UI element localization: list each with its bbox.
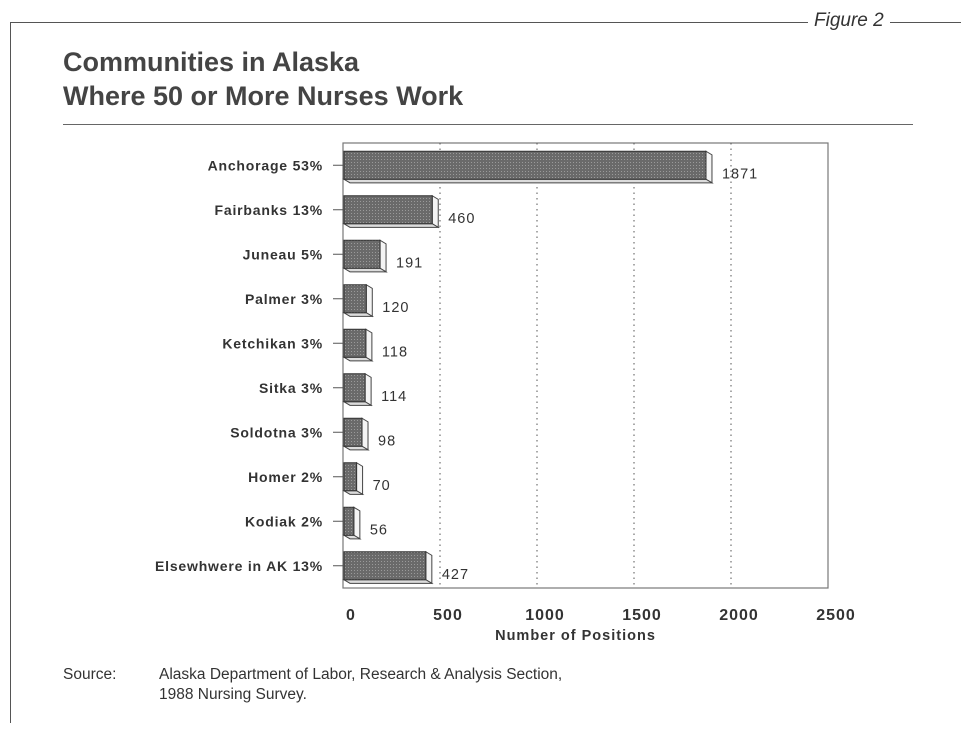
bar-bottom xyxy=(342,178,714,184)
figure-frame xyxy=(10,22,961,723)
title-divider xyxy=(63,124,913,125)
bar-bottom xyxy=(342,356,374,362)
bar xyxy=(343,239,381,269)
category-label: Juneau 5% xyxy=(243,246,323,262)
category-label: Anchorage 53% xyxy=(208,157,323,173)
x-tick-label: 2500 xyxy=(816,607,856,624)
x-tick-label: 1500 xyxy=(622,607,662,624)
bar-side xyxy=(705,150,713,184)
chart-title: Communities in Alaska Where 50 or More N… xyxy=(63,45,463,113)
bar xyxy=(343,506,355,536)
bar-side xyxy=(361,417,369,451)
x-axis-label: Number of Positions xyxy=(495,628,656,644)
category-label: Ketchikan 3% xyxy=(222,335,323,351)
bar xyxy=(343,373,366,403)
bar xyxy=(343,150,707,180)
figure-label: Figure 2 xyxy=(808,10,890,32)
bar-side xyxy=(365,328,373,362)
bar-chart: 0 500 1000 1500 2000 2500 Number of Positions A… xyxy=(155,142,856,644)
bar-bottom xyxy=(342,223,441,228)
category-label: Sitka 3% xyxy=(259,380,323,396)
bar xyxy=(343,462,358,492)
bar-side xyxy=(425,550,433,585)
bar-bottom xyxy=(342,312,375,317)
source-note: Source: Alaska Department of Labor, Resea… xyxy=(63,665,562,705)
plot-area xyxy=(342,142,829,589)
bar xyxy=(343,328,367,358)
bar xyxy=(343,551,427,581)
title-line-1: Communities in Alaska xyxy=(63,47,360,77)
source-line-2: 1988 Nursing Survey. xyxy=(159,686,307,703)
category-label: Palmer 3% xyxy=(245,291,323,307)
category-label: Soldotna 3% xyxy=(230,424,323,440)
data-label: 118 xyxy=(382,344,408,360)
data-label: 460 xyxy=(448,211,475,227)
data-label: 70 xyxy=(373,478,391,494)
data-label: 120 xyxy=(382,300,409,316)
x-tick-label: 1000 xyxy=(525,607,565,624)
bar-bottom xyxy=(342,267,388,273)
data-label: 427 xyxy=(442,567,469,583)
bar-side xyxy=(379,239,387,273)
bar xyxy=(343,417,363,447)
bar xyxy=(343,195,433,225)
data-label: 56 xyxy=(370,522,388,538)
category-label: Homer 2% xyxy=(248,469,323,485)
bar xyxy=(343,284,367,314)
bar-side xyxy=(356,461,364,496)
data-label: 114 xyxy=(381,389,407,405)
bar-side xyxy=(431,194,439,229)
data-label: 1871 xyxy=(722,166,758,182)
source-line-1: Alaska Department of Labor, Research & A… xyxy=(159,666,563,683)
title-line-2: Where 50 or More Nurses Work xyxy=(63,81,464,111)
x-tick-label: 0 xyxy=(346,607,356,624)
data-label: 98 xyxy=(378,433,396,449)
category-label: Fairbanks 13% xyxy=(215,202,323,218)
x-tick-label: 2000 xyxy=(719,607,759,624)
source-label: Source: xyxy=(63,666,117,683)
bar-side xyxy=(365,283,373,318)
bar-side xyxy=(353,506,361,540)
bar-bottom xyxy=(342,579,434,584)
x-tick-label: 500 xyxy=(433,607,463,624)
category-label: Elsewhwere in AK 13% xyxy=(155,558,323,574)
bar-side xyxy=(364,372,372,407)
category-label: Kodiak 2% xyxy=(245,513,323,529)
data-label: 191 xyxy=(396,255,423,271)
